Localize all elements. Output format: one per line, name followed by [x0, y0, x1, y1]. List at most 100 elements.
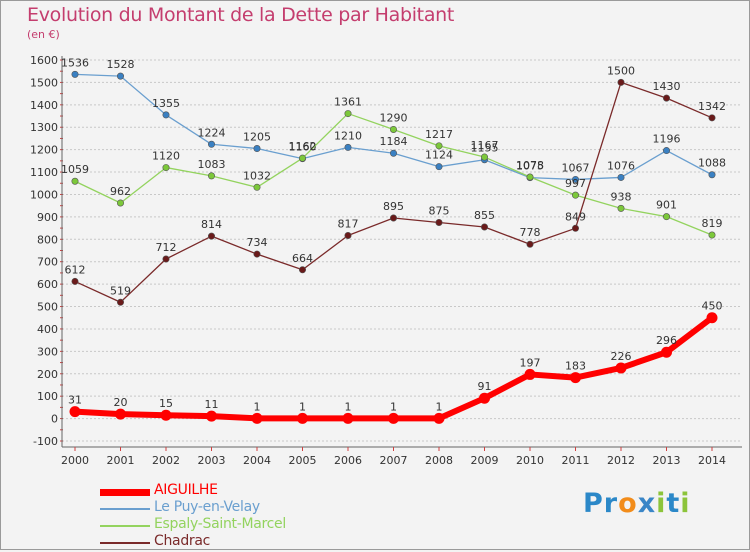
data-label: 20: [114, 396, 128, 409]
x-tick-label: 2008: [425, 454, 453, 467]
x-tick-label: 2003: [198, 454, 226, 467]
chart-unit: (en €): [27, 28, 60, 41]
x-tick-label: 2013: [653, 454, 681, 467]
data-label: 450: [702, 300, 723, 313]
data-label: 1184: [380, 135, 408, 148]
data-point: [435, 142, 443, 150]
data-label: 1: [345, 400, 352, 413]
y-tick-label: 500: [37, 301, 58, 314]
data-label: 849: [565, 210, 586, 223]
logo-letter: i: [656, 488, 667, 519]
data-point: [662, 213, 670, 221]
data-point: [435, 163, 443, 171]
data-point: [661, 346, 672, 358]
data-label: 1160: [289, 141, 317, 154]
data-point: [389, 125, 397, 133]
data-label: 814: [201, 218, 222, 231]
data-label: 1167: [471, 139, 499, 152]
legend-swatch: [100, 488, 150, 496]
data-label: 11: [205, 398, 219, 411]
data-point: [253, 183, 261, 191]
x-tick-label: 2000: [61, 454, 89, 467]
data-label: 15: [159, 397, 173, 410]
y-tick-label: 200: [37, 368, 58, 381]
data-point: [706, 312, 718, 324]
y-tick-label: 1600: [30, 54, 58, 67]
logo-letter: o: [618, 488, 638, 519]
data-point: [71, 70, 79, 78]
data-label: 91: [478, 380, 492, 393]
data-label: 1361: [334, 96, 362, 109]
y-tick-label: 1200: [30, 144, 58, 157]
x-tick-label: 2004: [243, 454, 271, 467]
data-point: [480, 153, 488, 161]
x-tick-label: 2001: [107, 454, 135, 467]
logo-letter: i: [680, 488, 691, 519]
x-tick-label: 2014: [698, 454, 726, 467]
data-point: [344, 143, 352, 151]
data-label: 1032: [243, 169, 271, 182]
legend-label: Espaly-Saint-Marcel: [154, 516, 286, 532]
logo-letter: t: [666, 488, 681, 519]
data-label: 1155: [471, 142, 499, 155]
data-point: [708, 171, 716, 179]
data-point: [162, 255, 170, 263]
y-tick-label: 400: [37, 323, 58, 336]
data-point: [526, 173, 534, 181]
data-label: 1162: [289, 140, 317, 153]
data-label: 1124: [425, 149, 453, 162]
data-point: [208, 172, 216, 180]
x-tick-label: 2007: [380, 454, 408, 467]
data-point: [162, 111, 170, 119]
data-point: [297, 412, 308, 424]
data-label: 962: [110, 185, 131, 198]
data-point: [571, 191, 579, 199]
legend-label: AIGUILHE: [154, 482, 218, 498]
data-point: [208, 232, 216, 240]
data-label: 664: [292, 252, 313, 265]
data-label: 1500: [607, 64, 635, 77]
data-label: 1078: [516, 159, 544, 172]
data-label: 1217: [425, 128, 453, 141]
y-tick-label: 300: [37, 345, 58, 358]
logo-letter: P: [583, 488, 604, 519]
y-tick-label: 100: [37, 390, 58, 403]
data-label: 1536: [61, 56, 89, 69]
data-point: [389, 214, 397, 222]
data-label: 1059: [61, 163, 89, 176]
y-tick-label: 700: [37, 256, 58, 269]
data-point: [479, 392, 490, 404]
data-point: [480, 223, 488, 231]
x-tick-label: 2006: [334, 454, 362, 467]
logo-letter: r: [603, 488, 619, 519]
data-label: 197: [520, 356, 541, 369]
data-label: 817: [338, 217, 359, 230]
data-point: [298, 154, 306, 162]
data-point: [251, 412, 263, 424]
data-point: [117, 72, 125, 80]
data-label: 1083: [198, 158, 226, 171]
data-point: [433, 412, 445, 424]
data-point: [115, 408, 126, 420]
data-label: 183: [565, 360, 586, 373]
data-label: 1: [299, 400, 306, 413]
x-tick-label: 2002: [152, 454, 180, 467]
chart-title: Evolution du Montant de la Dette par Hab…: [27, 4, 455, 26]
y-tick-label: 0: [51, 413, 58, 426]
data-point: [389, 149, 397, 157]
y-tick-label: 1500: [30, 76, 58, 89]
data-point: [435, 218, 443, 226]
data-label: 1430: [653, 80, 681, 93]
x-tick-label: 2010: [516, 454, 544, 467]
data-point: [617, 173, 625, 181]
y-tick-label: 1100: [30, 166, 58, 179]
data-point: [253, 145, 261, 153]
legend-swatch: [100, 525, 150, 527]
data-point: [117, 298, 125, 306]
data-point: [206, 410, 217, 422]
legend-swatch: [100, 508, 150, 510]
data-label: 1088: [698, 157, 726, 170]
y-tick-label: -100: [33, 435, 58, 448]
data-label: 1355: [152, 97, 180, 110]
